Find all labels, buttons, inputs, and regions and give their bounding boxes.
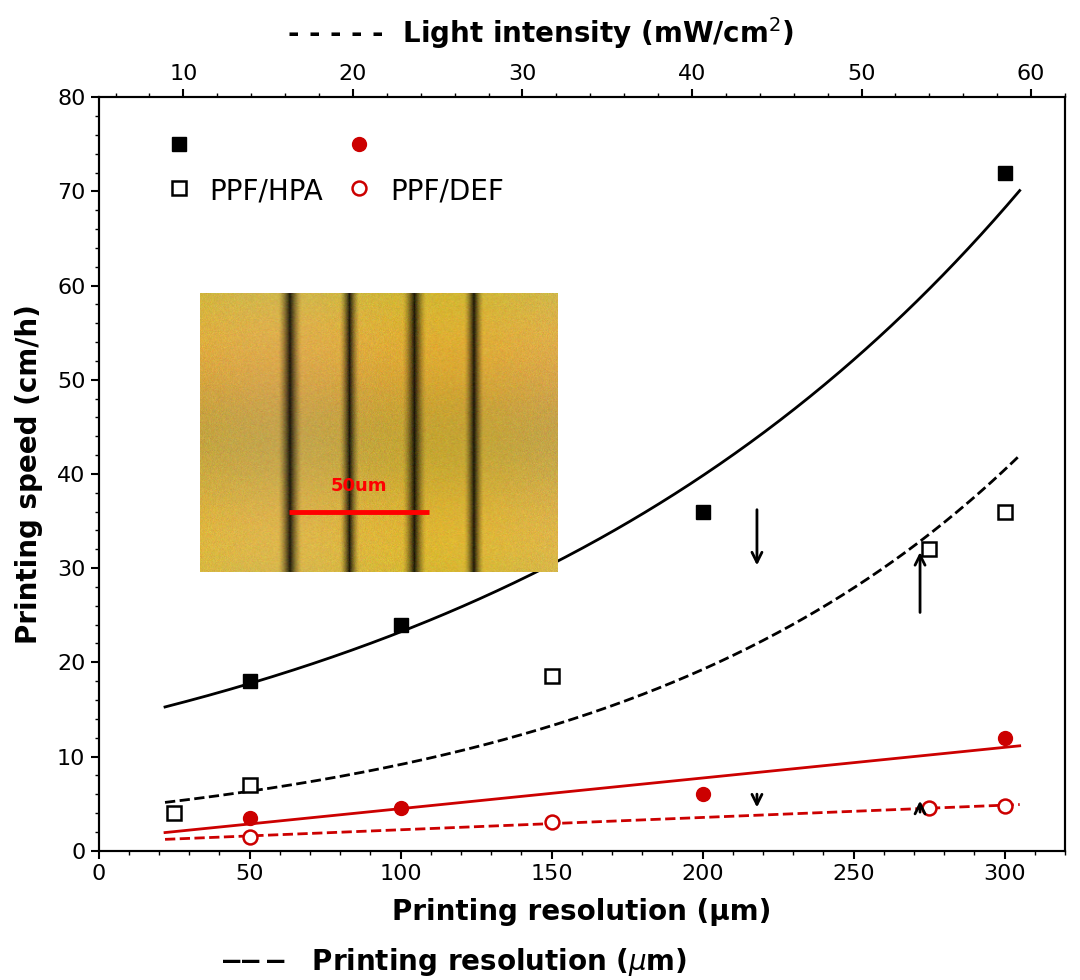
Y-axis label: Printing speed (cm/h): Printing speed (cm/h) <box>15 304 43 644</box>
Legend: , PPF/HPA, , PPF/DEF: , PPF/HPA, , PPF/DEF <box>151 119 517 220</box>
Text: $\mathbf{-\!\!-\!\!-}$  Printing resolution ($\mu$m): $\mathbf{-\!\!-\!\!-}$ Printing resoluti… <box>219 947 688 978</box>
Text: - - - - -  Light intensity (mW/cm$^2$): - - - - - Light intensity (mW/cm$^2$) <box>286 16 794 51</box>
X-axis label: Printing resolution (μm): Printing resolution (μm) <box>392 898 771 926</box>
